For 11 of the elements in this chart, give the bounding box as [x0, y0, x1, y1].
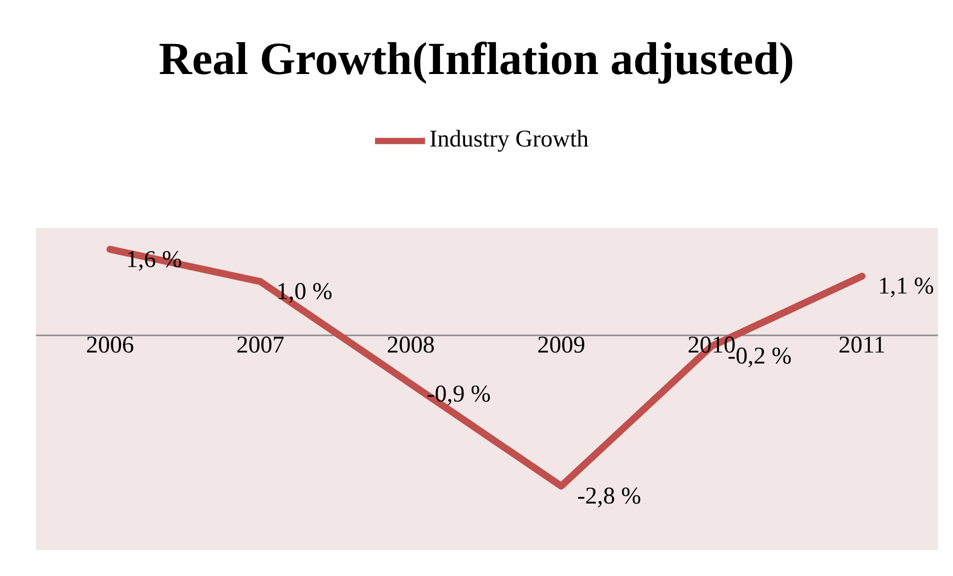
chart-title: Real Growth(Inflation adjusted): [158, 32, 796, 86]
data-label: 1,0 %: [276, 279, 332, 306]
x-tick-label: 2008: [386, 332, 435, 358]
x-tick-label: 2007: [236, 332, 284, 358]
data-label: 1,1 %: [878, 274, 934, 300]
legend-label: Industry Growth: [429, 126, 589, 153]
x-tick-label: 2009: [537, 332, 586, 358]
x-tick-label: 2006: [86, 332, 134, 358]
data-label: -2,8 %: [577, 484, 642, 510]
data-label: -0,9 %: [426, 381, 491, 408]
x-tick-label: 2011: [838, 332, 886, 358]
